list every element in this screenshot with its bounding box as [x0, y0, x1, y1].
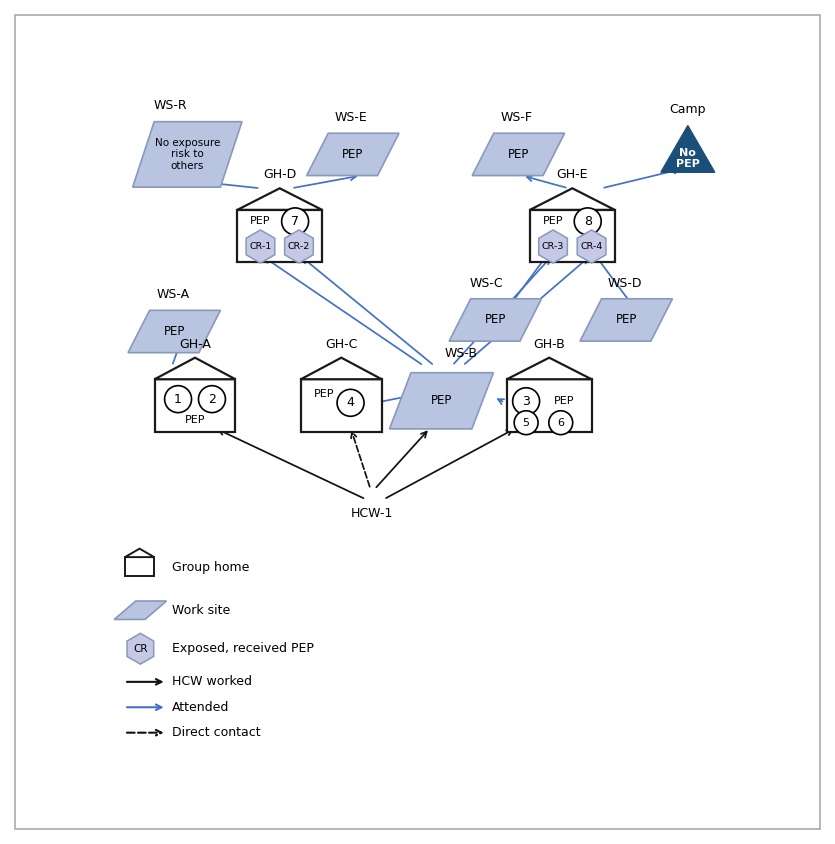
- Text: 1: 1: [175, 392, 182, 406]
- Text: 5: 5: [523, 418, 529, 428]
- Polygon shape: [660, 126, 715, 172]
- Polygon shape: [580, 299, 672, 341]
- Text: 8: 8: [584, 215, 592, 228]
- Circle shape: [164, 386, 191, 413]
- Circle shape: [549, 411, 573, 435]
- Text: GH-C: GH-C: [325, 338, 357, 351]
- Text: PEP: PEP: [543, 216, 564, 226]
- Bar: [154, 379, 235, 431]
- Text: PEP: PEP: [508, 148, 529, 161]
- Text: WS-A: WS-A: [156, 288, 190, 301]
- Polygon shape: [237, 188, 322, 210]
- Circle shape: [574, 208, 601, 235]
- Text: WS-D: WS-D: [607, 277, 642, 289]
- Text: CR: CR: [133, 644, 148, 654]
- Text: Direct contact: Direct contact: [172, 726, 261, 739]
- Text: WS-E: WS-E: [335, 111, 367, 124]
- Text: GH-E: GH-E: [557, 168, 588, 181]
- Text: WS-R: WS-R: [154, 100, 187, 112]
- Polygon shape: [133, 122, 242, 187]
- Polygon shape: [507, 358, 591, 379]
- Polygon shape: [301, 358, 382, 379]
- Bar: [507, 379, 591, 431]
- Text: PEP: PEP: [164, 325, 185, 338]
- Text: WS-F: WS-F: [501, 111, 533, 124]
- Text: GH-A: GH-A: [179, 338, 211, 351]
- Bar: [301, 379, 382, 431]
- Text: No exposure
risk to
others: No exposure risk to others: [154, 138, 220, 171]
- Circle shape: [514, 411, 538, 435]
- Text: HCW-1: HCW-1: [351, 507, 393, 520]
- Text: 7: 7: [291, 215, 299, 228]
- Bar: [530, 210, 615, 262]
- Text: PEP: PEP: [342, 148, 363, 161]
- Text: PEP: PEP: [431, 394, 452, 408]
- Polygon shape: [449, 299, 542, 341]
- Text: WS-C: WS-C: [469, 277, 503, 289]
- Polygon shape: [285, 230, 313, 263]
- Polygon shape: [473, 133, 564, 176]
- Polygon shape: [530, 188, 615, 210]
- Text: PEP: PEP: [554, 396, 574, 406]
- Polygon shape: [127, 633, 154, 664]
- Bar: [237, 210, 322, 262]
- Text: No
PEP: No PEP: [676, 148, 700, 169]
- Text: Group home: Group home: [172, 560, 250, 574]
- Polygon shape: [306, 133, 399, 176]
- Text: CR-3: CR-3: [542, 242, 564, 251]
- Text: Work site: Work site: [172, 603, 230, 617]
- Text: 6: 6: [557, 418, 564, 428]
- Text: WS-B: WS-B: [444, 348, 477, 360]
- Text: 3: 3: [522, 395, 530, 408]
- Polygon shape: [154, 358, 235, 379]
- Text: Exposed, received PEP: Exposed, received PEP: [172, 642, 314, 655]
- Text: CR-2: CR-2: [288, 242, 310, 251]
- Text: CR-4: CR-4: [580, 242, 603, 251]
- Circle shape: [513, 387, 539, 414]
- Circle shape: [199, 386, 225, 413]
- Text: PEP: PEP: [615, 313, 637, 327]
- Bar: [125, 557, 154, 576]
- Text: PEP: PEP: [185, 414, 205, 425]
- Text: GH-B: GH-B: [534, 338, 565, 351]
- Text: Camp: Camp: [670, 103, 706, 116]
- Polygon shape: [125, 549, 154, 557]
- Text: 4: 4: [347, 397, 355, 409]
- Text: CR-1: CR-1: [250, 242, 271, 251]
- Text: PEP: PEP: [250, 216, 271, 226]
- Text: 2: 2: [208, 392, 216, 406]
- Polygon shape: [539, 230, 568, 263]
- Polygon shape: [128, 311, 220, 353]
- Polygon shape: [246, 230, 275, 263]
- Text: Attended: Attended: [172, 701, 230, 714]
- Circle shape: [281, 208, 309, 235]
- Circle shape: [337, 389, 364, 416]
- Text: PEP: PEP: [484, 313, 506, 327]
- Polygon shape: [114, 601, 166, 619]
- Text: HCW worked: HCW worked: [172, 675, 252, 689]
- Polygon shape: [577, 230, 606, 263]
- Polygon shape: [389, 373, 493, 429]
- Text: PEP: PEP: [314, 389, 335, 399]
- Text: GH-D: GH-D: [263, 168, 296, 181]
